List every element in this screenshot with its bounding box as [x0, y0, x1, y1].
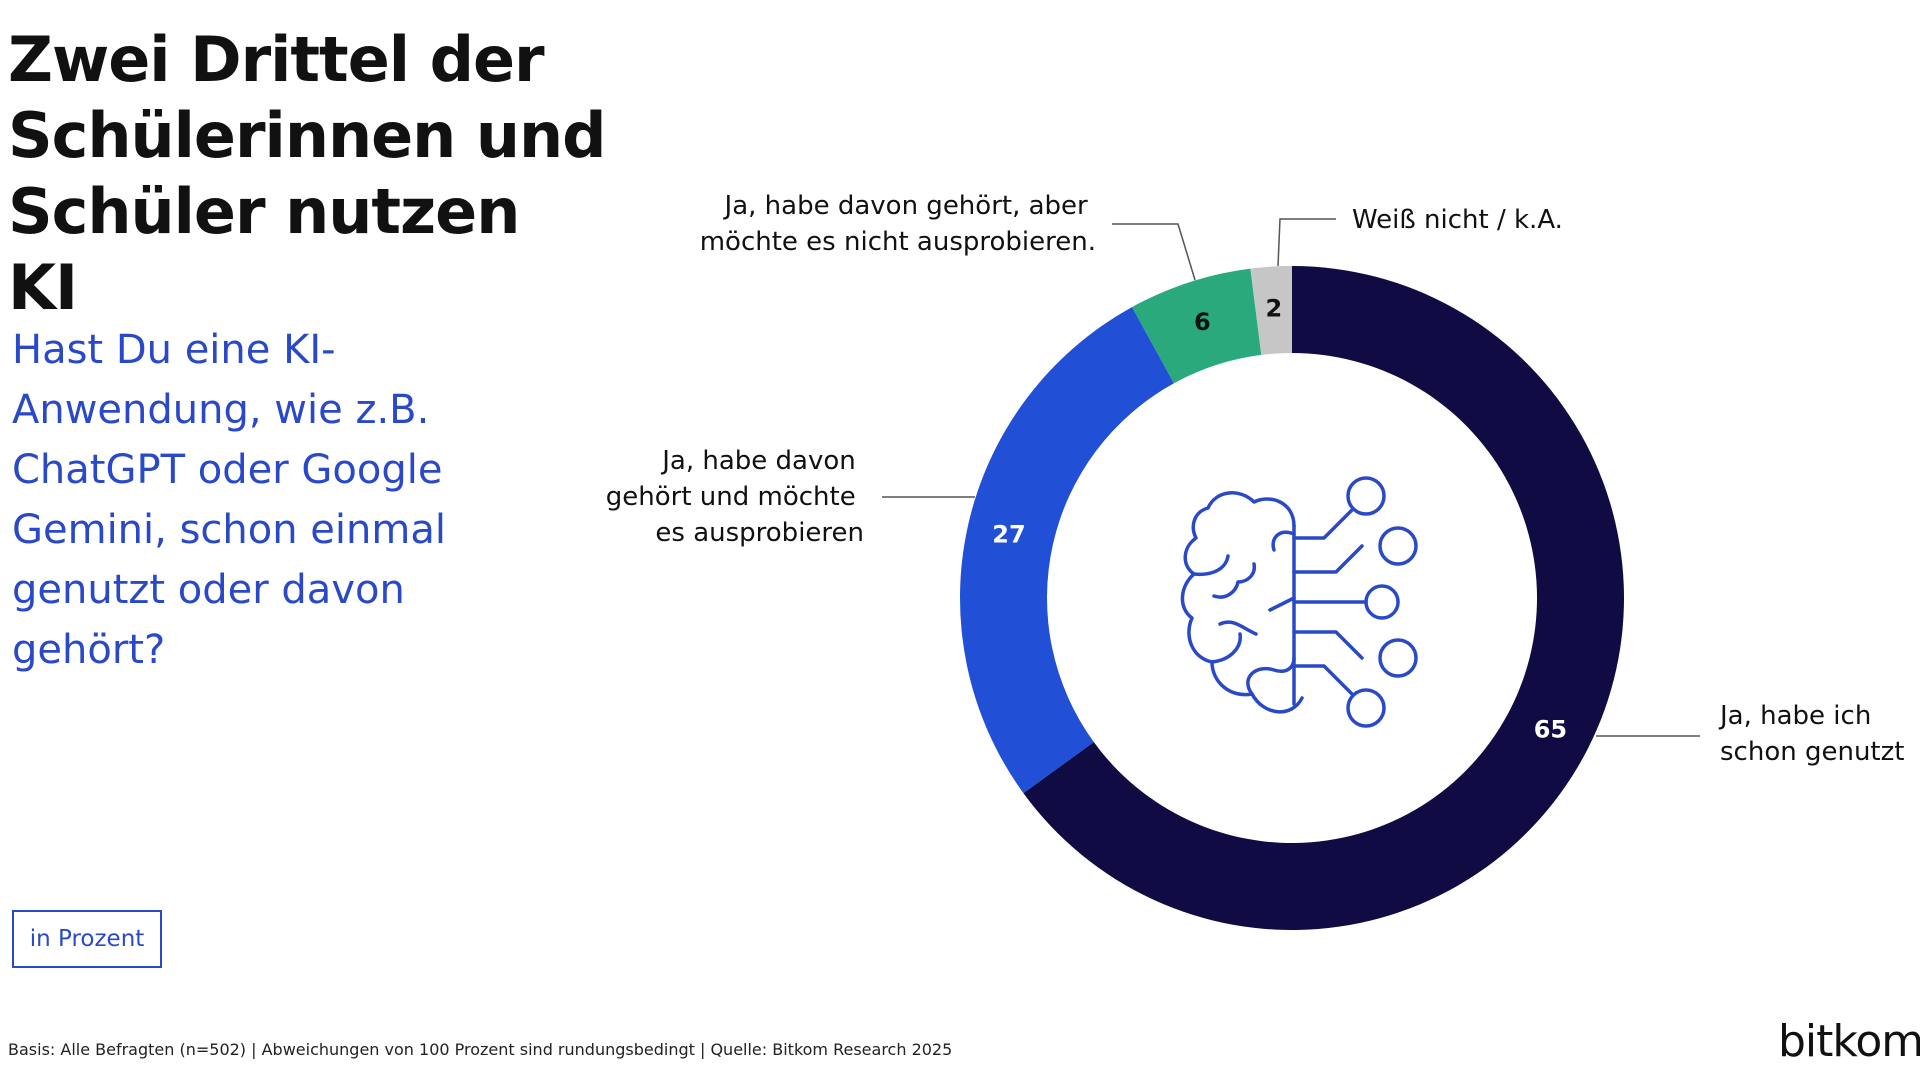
category-label-not-try: Ja, habe davon gehört, aber möchte es ni…	[700, 191, 1096, 257]
donut-slice-not-try	[1132, 268, 1262, 384]
donut-slices	[960, 266, 1625, 931]
brand-logo: bitkom	[1778, 1016, 1920, 1067]
label-line: Ja, habe davon	[660, 446, 856, 476]
survey-question: Hast Du eine KI-Anwendung, wie z.B. Chat…	[12, 327, 446, 673]
value-label-not-try: 6	[1194, 308, 1211, 336]
value-labels: 65 27 6 2	[992, 295, 1567, 744]
brain-circuit-icon	[1180, 476, 1418, 728]
label-line: Ja, habe davon gehört, aber	[723, 191, 1089, 221]
value-label-used: 65	[1534, 716, 1567, 744]
source-footnote: Basis: Alle Befragten (n=502) | Abweichu…	[8, 1040, 953, 1059]
label-line: gehört und möchte	[606, 482, 856, 512]
value-label-dont-know: 2	[1265, 295, 1282, 323]
label-line: möchte es nicht ausprobieren.	[700, 227, 1096, 257]
chart-title: Zwei Drittel der Schülerinnen und Schüle…	[8, 23, 607, 324]
category-label-used: Ja, habe ich schon genutzt	[1718, 701, 1904, 767]
label-line: Ja, habe ich	[1718, 701, 1871, 731]
label-line: es ausprobieren	[655, 518, 864, 548]
unit-label: in Prozent	[29, 926, 145, 952]
donut-slice-dont-know	[1250, 266, 1292, 355]
category-label-want-to-try: Ja, habe davon gehört und möchte es ausp…	[606, 446, 864, 548]
leader-line-dont-know	[1277, 218, 1336, 267]
donut-slice-used	[1023, 266, 1625, 931]
value-label-want-to-try: 27	[992, 521, 1025, 549]
label-line: schon genutzt	[1720, 737, 1904, 767]
leader-line-not-try	[1112, 223, 1196, 281]
category-label-dont-know: Weiß nicht / k.A.	[1352, 205, 1563, 235]
unit-label-box: in Prozent	[12, 910, 162, 968]
donut-slice-want-to-try	[960, 307, 1174, 794]
